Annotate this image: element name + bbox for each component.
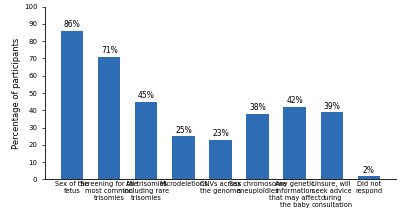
Text: 42%: 42% <box>286 96 303 106</box>
Text: 39%: 39% <box>323 102 340 111</box>
Bar <box>61 31 83 179</box>
Bar <box>358 176 380 179</box>
Text: 23%: 23% <box>212 129 229 138</box>
Bar <box>135 102 158 179</box>
Bar <box>98 57 120 179</box>
Bar <box>246 114 269 179</box>
Text: 2%: 2% <box>363 166 375 175</box>
Text: 38%: 38% <box>249 103 266 112</box>
Bar <box>320 112 343 179</box>
Bar <box>172 136 194 179</box>
Text: 25%: 25% <box>175 126 192 135</box>
Bar <box>209 140 232 179</box>
Text: 86%: 86% <box>64 21 80 29</box>
Text: 45%: 45% <box>138 91 155 100</box>
Y-axis label: Percentage of participants: Percentage of participants <box>12 38 21 149</box>
Text: 71%: 71% <box>101 46 118 55</box>
Bar <box>284 107 306 179</box>
